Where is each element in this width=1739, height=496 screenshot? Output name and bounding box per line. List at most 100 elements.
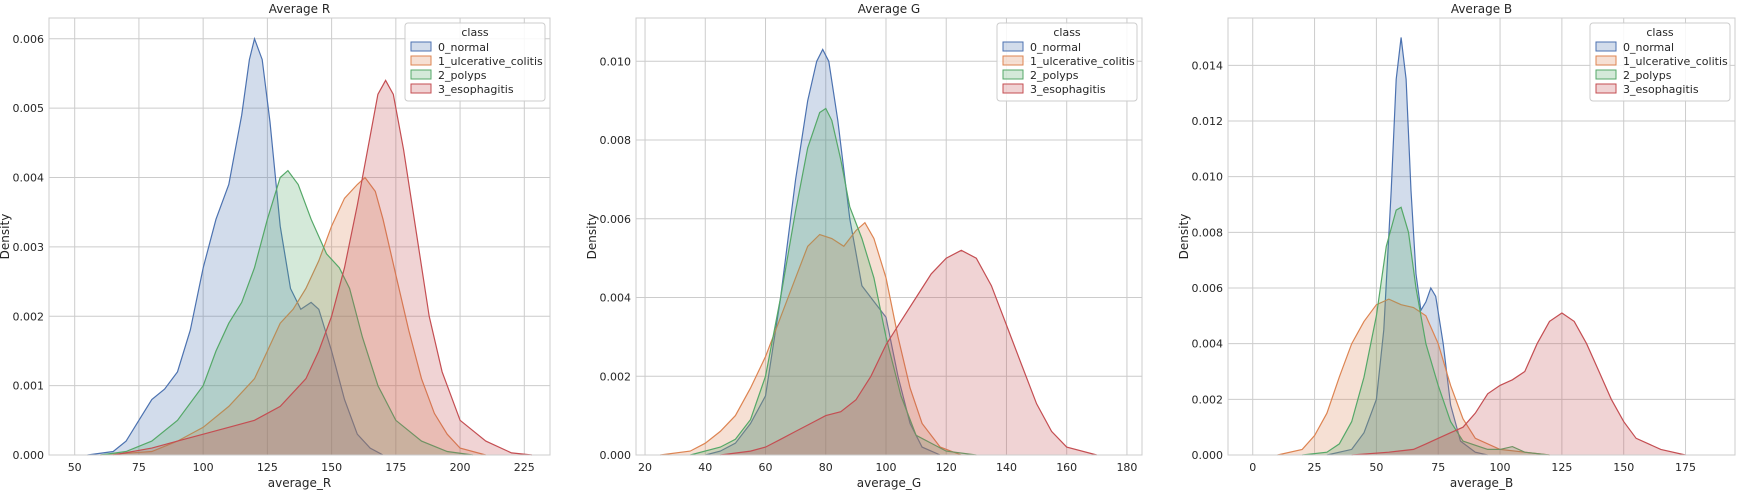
legend-label: 0_normal xyxy=(438,41,489,54)
legend-title: class xyxy=(1053,26,1081,39)
x-tick-label: 80 xyxy=(819,461,833,474)
y-tick-label: 0.000 xyxy=(1192,449,1224,462)
x-tick-label: 75 xyxy=(132,461,146,474)
density-area-3_esophagitis xyxy=(720,250,1097,455)
x-tick-label: 125 xyxy=(1551,461,1572,474)
density-line-3_esophagitis xyxy=(720,249,1097,456)
x-tick-label: 120 xyxy=(936,461,957,474)
x-tick-label: 160 xyxy=(1056,461,1077,474)
legend: class 0_normal1_ulcerative_colitis2_polyp… xyxy=(996,22,1138,102)
x-tick-label: 100 xyxy=(193,461,214,474)
x-tick-label: 40 xyxy=(698,461,712,474)
x-axis-label: average_R xyxy=(268,476,331,490)
density-line-2_polyps xyxy=(690,107,977,456)
legend-swatch xyxy=(1595,41,1617,52)
legend-swatch xyxy=(1595,83,1617,94)
legend-swatch xyxy=(1002,55,1024,66)
density-area-1_ulcerative_colitis xyxy=(1277,299,1550,455)
plot-frame xyxy=(1227,17,1736,456)
x-tick-label: 150 xyxy=(1613,461,1634,474)
y-axis-label: Density xyxy=(1177,214,1191,260)
x-tick-label: 100 xyxy=(1490,461,1511,474)
density-line-2_polyps xyxy=(100,169,473,456)
density-area-0_normal xyxy=(87,38,383,456)
y-tick-label: 0.000 xyxy=(13,449,45,462)
y-tick-label: 0.001 xyxy=(13,380,45,393)
legend-label: 2_polyps xyxy=(1030,69,1079,82)
y-tick-label: 0.014 xyxy=(1192,59,1224,72)
x-tick-label: 140 xyxy=(996,461,1017,474)
legend: class 0_normal1_ulcerative_colitis2_polyp… xyxy=(404,22,546,102)
y-tick-label: 0.000 xyxy=(600,449,632,462)
legend: class 0_normal1_ulcerative_colitis2_polyp… xyxy=(1589,22,1731,102)
x-tick-label: 100 xyxy=(875,461,896,474)
x-tick-label: 175 xyxy=(385,461,406,474)
plot-frame xyxy=(48,17,551,456)
legend-label: 2_polyps xyxy=(438,69,487,82)
chart-panel-3: 0 25 50 75 100 125 150 175 0.000 0.002 0.004 0.006 0… xyxy=(1177,2,1736,490)
legend-label: 1_ulcerative_colitis xyxy=(1623,55,1728,68)
y-tick-label: 0.004 xyxy=(13,172,45,185)
legend-label: 3_esophagitis xyxy=(1030,83,1106,96)
plot-frame xyxy=(635,17,1143,456)
legend-swatch xyxy=(1002,83,1024,94)
density-area-0_normal xyxy=(1326,37,1488,455)
x-tick-label: 20 xyxy=(638,461,652,474)
density-area-3_esophagitis xyxy=(1351,313,1686,455)
y-tick-label: 0.012 xyxy=(1192,115,1224,128)
chart-panel-1: 50 75 100 125 150 175 200 225 0.000 0.001 0.002 0.0… xyxy=(0,2,551,490)
legend-title: class xyxy=(461,26,489,39)
x-tick-label: 50 xyxy=(1369,461,1383,474)
y-tick-label: 0.006 xyxy=(1192,282,1224,295)
x-tick-label: 75 xyxy=(1431,461,1445,474)
y-tick-label: 0.005 xyxy=(13,102,45,115)
x-axis-label: average_G xyxy=(857,476,921,490)
y-tick-label: 0.003 xyxy=(13,241,45,254)
y-tick-label: 0.002 xyxy=(1192,393,1224,406)
x-tick-label: 150 xyxy=(321,461,342,474)
x-tick-label: 0 xyxy=(1249,461,1256,474)
legend-label: 0_normal xyxy=(1030,41,1081,54)
density-area-1_ulcerative_colitis xyxy=(100,177,486,455)
y-tick-label: 0.008 xyxy=(600,134,632,147)
chart-title: Average B xyxy=(1451,2,1512,16)
density-line-2_polyps xyxy=(1302,206,1550,456)
legend-swatch xyxy=(1595,69,1617,80)
legend-label: 2_polyps xyxy=(1623,69,1672,82)
density-line-1_ulcerative_colitis xyxy=(100,176,486,456)
density-line-0_normal xyxy=(87,36,384,456)
density-line-1_ulcerative_colitis xyxy=(660,221,962,456)
density-line-3_esophagitis xyxy=(113,79,533,456)
legend-swatch xyxy=(410,83,432,94)
legend-label: 0_normal xyxy=(1623,41,1674,54)
y-tick-label: 0.010 xyxy=(600,55,632,68)
legend-swatch xyxy=(1002,41,1024,52)
x-tick-label: 180 xyxy=(1116,461,1137,474)
chart-panel-2: 20 40 60 80 100 120 140 160 180 0.000 0.002 0.004 0.… xyxy=(585,2,1143,490)
x-tick-label: 175 xyxy=(1675,461,1696,474)
density-line-3_esophagitis xyxy=(1351,312,1686,456)
density-area-3_esophagitis xyxy=(113,80,532,456)
y-tick-label: 0.004 xyxy=(600,292,632,305)
y-tick-label: 0.004 xyxy=(1192,338,1224,351)
x-tick-label: 50 xyxy=(68,461,82,474)
y-axis-label: Density xyxy=(0,214,12,260)
legend-label: 3_esophagitis xyxy=(1623,83,1699,96)
legend-box xyxy=(1589,22,1731,102)
y-axis-label: Density xyxy=(585,214,599,260)
x-tick-label: 125 xyxy=(257,461,278,474)
legend-box xyxy=(996,22,1138,102)
legend-label: 1_ulcerative_colitis xyxy=(1030,55,1135,68)
y-tick-label: 0.008 xyxy=(1192,226,1224,239)
density-area-2_polyps xyxy=(1302,207,1550,455)
legend-swatch xyxy=(410,55,432,66)
legend-title: class xyxy=(1646,26,1674,39)
y-tick-label: 0.006 xyxy=(13,33,45,46)
x-axis-label: average_B xyxy=(1450,476,1513,490)
y-tick-label: 0.010 xyxy=(1192,171,1224,184)
x-tick-label: 25 xyxy=(1308,461,1322,474)
chart-title: Average G xyxy=(858,2,920,16)
y-tick-label: 0.002 xyxy=(13,310,45,323)
legend-label: 1_ulcerative_colitis xyxy=(438,55,543,68)
